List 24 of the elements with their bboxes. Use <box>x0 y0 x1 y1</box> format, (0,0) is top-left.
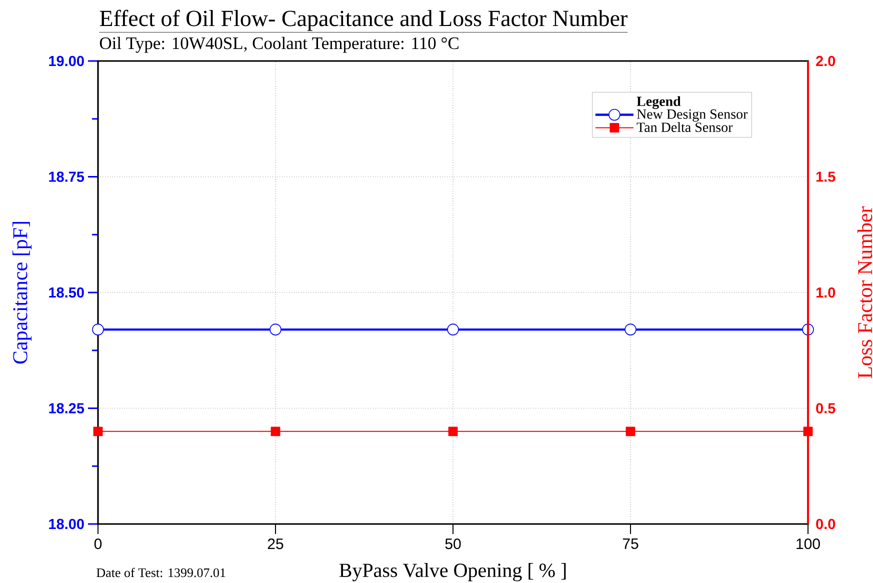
x-axis-title: ByPass Valve Opening [ % ] <box>339 563 566 582</box>
chart-title: Effect of Oil Flow- Capacitance and Loss Factor Number <box>100 10 628 31</box>
y-tick-label: 18.25 <box>49 403 84 414</box>
x-tick-label: 0 <box>94 538 102 550</box>
y-axis-title: Capacitance [pF] <box>12 222 32 364</box>
y2-tick-label: 1.0 <box>816 287 836 298</box>
legend-label: New Design Sensor <box>636 109 748 122</box>
x-tick-label: 100 <box>796 538 820 550</box>
y-tick-label: 18.00 <box>49 518 84 530</box>
x-tick-label: 25 <box>268 538 284 550</box>
y-tick-label: 18.75 <box>49 172 84 182</box>
y2-tick-label: 0.5 <box>816 403 836 414</box>
legend-label: Tan Delta Sensor <box>636 122 733 132</box>
y2-tick-label: 0.0 <box>816 518 836 530</box>
legend-title: Legend <box>636 96 681 110</box>
y-tick-label: 18.50 <box>49 287 84 298</box>
x-tick-label: 75 <box>622 538 638 549</box>
y2-tick-label: 1.5 <box>816 172 836 182</box>
y2-tick-label: 2.0 <box>816 56 836 66</box>
x-tick-label: 50 <box>445 538 461 550</box>
y2-axis-title: Loss Factor Number <box>857 206 872 378</box>
text: Date of Test: 1399.07.01 <box>96 568 226 578</box>
y-tick-label: 19.00 <box>49 56 84 66</box>
chart-subtitle: Oil Type: 10W40SL, Coolant Temperature: 110 °C <box>100 36 458 53</box>
